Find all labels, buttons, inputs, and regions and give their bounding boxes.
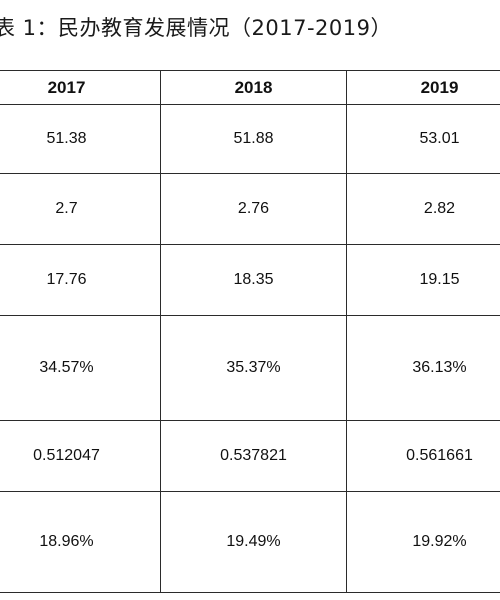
table-cell: 0.561661 (346, 420, 500, 492)
table-row: 2.7 2.76 2.82 (0, 173, 500, 245)
table-caption: 表 1：民办教育发展情况（2017-2019） (0, 16, 392, 40)
header-row: 2017 2018 2019 (0, 70, 500, 105)
table-cell: 35.37% (160, 315, 347, 421)
table-row: 51.38 51.88 53.01 (0, 104, 500, 174)
table-cell: 51.38 (0, 104, 161, 174)
data-table: 2017 2018 2019 51.38 51.88 53.01 2.7 2.7… (0, 70, 500, 593)
table-cell: 19.92% (346, 491, 500, 593)
table-row: 34.57% 35.37% 36.13% (0, 315, 500, 421)
table-cell: 17.76 (0, 244, 161, 316)
table-cell: 34.57% (0, 315, 161, 421)
table-cell: 19.15 (346, 244, 500, 316)
table-row: 18.96% 19.49% 19.92% (0, 491, 500, 593)
table-cell: 18.96% (0, 491, 161, 593)
table-cell: 18.35 (160, 244, 347, 316)
table-cell: 0.512047 (0, 420, 161, 492)
column-header: 2018 (160, 70, 347, 105)
table-row: 0.512047 0.537821 0.561661 (0, 420, 500, 492)
table-cell: 19.49% (160, 491, 347, 593)
column-header: 2017 (0, 70, 161, 105)
column-header: 2019 (346, 70, 500, 105)
table-cell: 2.82 (346, 173, 500, 245)
table-cell: 0.537821 (160, 420, 347, 492)
table-cell: 53.01 (346, 104, 500, 174)
table-cell: 2.7 (0, 173, 161, 245)
table-row: 17.76 18.35 19.15 (0, 244, 500, 316)
table-cell: 2.76 (160, 173, 347, 245)
table-cell: 36.13% (346, 315, 500, 421)
table-cell: 51.88 (160, 104, 347, 174)
